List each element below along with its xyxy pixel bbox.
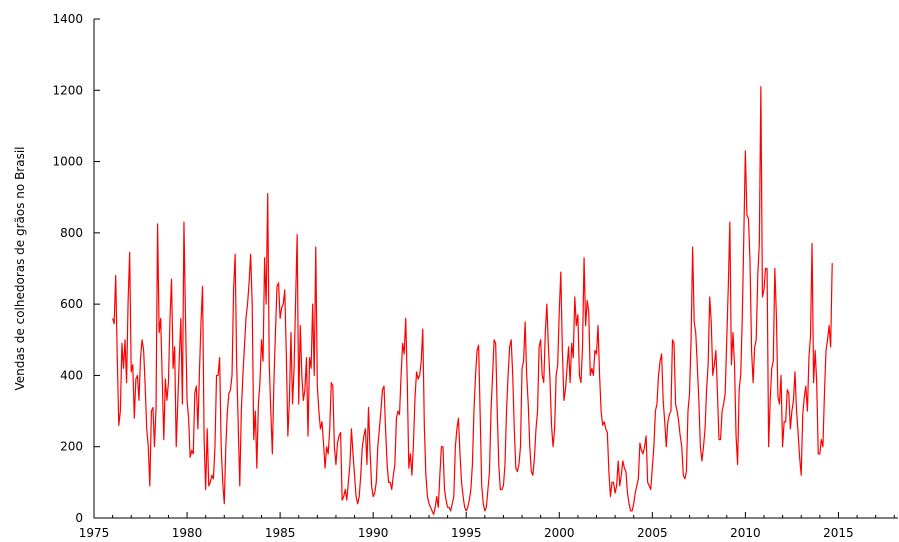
y-tick-label: 800 [60, 226, 83, 240]
y-tick-label: 1200 [52, 83, 83, 97]
series-line [112, 86, 833, 516]
x-tick-label: 2010 [730, 526, 761, 540]
y-axis-label: Vendas de colhedoras de grãos no Brasil [13, 146, 27, 390]
y-tick-label: 1400 [52, 12, 83, 26]
x-tick-label: 1980 [172, 526, 203, 540]
x-tick-label: 1995 [451, 526, 482, 540]
y-tick-label: 1000 [52, 155, 83, 169]
y-tick-label: 400 [60, 368, 83, 382]
y-tick-label: 200 [60, 440, 83, 454]
x-tick-label: 2005 [637, 526, 668, 540]
chart-series [112, 86, 833, 516]
x-tick-label: 1985 [265, 526, 296, 540]
y-tick-label: 600 [60, 297, 83, 311]
x-tick-label: 1990 [358, 526, 389, 540]
y-tick-label: 0 [75, 511, 83, 525]
x-tick-label: 2015 [823, 526, 854, 540]
x-tick-label: 1975 [79, 526, 110, 540]
chart-ticks: 0 200 400 600 800 1000 1200 1400 1975 1980 1985 199… [52, 12, 895, 540]
x-tick-label: 2000 [544, 526, 575, 540]
